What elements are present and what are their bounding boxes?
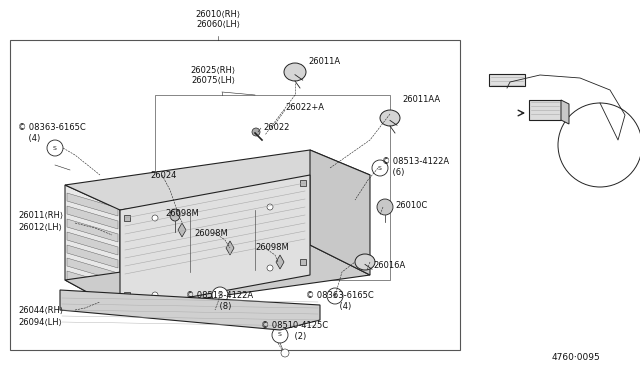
Polygon shape <box>65 245 370 310</box>
Text: (2): (2) <box>284 333 306 341</box>
Polygon shape <box>67 271 118 294</box>
Text: 26098M: 26098M <box>165 208 199 218</box>
Text: S: S <box>278 333 282 337</box>
Bar <box>489 74 525 86</box>
Bar <box>300 180 306 186</box>
Circle shape <box>152 215 158 221</box>
Text: (4): (4) <box>329 302 351 311</box>
Polygon shape <box>226 241 234 255</box>
Bar <box>529 100 561 120</box>
Polygon shape <box>67 232 118 255</box>
Text: 26011A: 26011A <box>308 58 340 67</box>
Circle shape <box>267 204 273 210</box>
Text: 26011⟨RH⟩: 26011⟨RH⟩ <box>18 211 63 219</box>
Polygon shape <box>67 206 118 229</box>
Text: 4760⋅0095: 4760⋅0095 <box>551 353 600 362</box>
Text: (6): (6) <box>382 169 404 177</box>
Circle shape <box>252 128 260 136</box>
Polygon shape <box>561 100 569 124</box>
Polygon shape <box>65 150 370 210</box>
Text: 26060⟨LH⟩: 26060⟨LH⟩ <box>196 19 240 29</box>
Circle shape <box>267 265 273 271</box>
Bar <box>10 40 460 350</box>
Circle shape <box>47 140 63 156</box>
Polygon shape <box>67 258 118 281</box>
Text: 26010⟨RH⟩: 26010⟨RH⟩ <box>195 10 241 19</box>
Circle shape <box>372 160 388 176</box>
Bar <box>155 95 390 280</box>
Polygon shape <box>60 290 320 330</box>
Ellipse shape <box>355 254 375 270</box>
Polygon shape <box>120 175 310 310</box>
Text: S: S <box>218 292 222 298</box>
Circle shape <box>327 288 343 304</box>
Text: 26094⟨LH⟩: 26094⟨LH⟩ <box>18 317 62 327</box>
Circle shape <box>152 292 158 298</box>
Text: S: S <box>53 145 57 151</box>
Text: (4): (4) <box>18 135 40 144</box>
Text: 26022: 26022 <box>263 122 289 131</box>
Text: 26016A: 26016A <box>373 260 405 269</box>
Text: 26044⟨RH⟩: 26044⟨RH⟩ <box>18 305 63 314</box>
Ellipse shape <box>380 110 400 126</box>
Text: 26024: 26024 <box>150 170 177 180</box>
Text: 26010C: 26010C <box>395 201 428 209</box>
Polygon shape <box>67 245 118 268</box>
Polygon shape <box>67 219 118 242</box>
Ellipse shape <box>284 63 306 81</box>
Text: (8): (8) <box>209 302 231 311</box>
Text: 26098M: 26098M <box>194 228 228 237</box>
Ellipse shape <box>170 209 180 221</box>
Polygon shape <box>276 255 284 269</box>
Bar <box>124 292 130 298</box>
Circle shape <box>377 199 393 215</box>
Polygon shape <box>65 185 120 310</box>
Text: © 08363-6165C: © 08363-6165C <box>18 124 86 132</box>
Text: 26022+A: 26022+A <box>285 103 324 112</box>
Polygon shape <box>310 150 370 275</box>
Text: 26075⟨LH⟩: 26075⟨LH⟩ <box>191 76 235 84</box>
Bar <box>300 259 306 265</box>
Text: 26012⟨LH⟩: 26012⟨LH⟩ <box>18 222 62 231</box>
Polygon shape <box>67 193 118 216</box>
Text: © 08510-4125C: © 08510-4125C <box>261 321 328 330</box>
Circle shape <box>281 349 289 357</box>
Circle shape <box>272 327 288 343</box>
Text: © 08363-6165C: © 08363-6165C <box>306 291 374 299</box>
Text: S: S <box>378 166 382 170</box>
Text: 26011AA: 26011AA <box>402 96 440 105</box>
Circle shape <box>212 287 228 303</box>
Bar <box>124 215 130 221</box>
Text: 26025⟨RH⟩: 26025⟨RH⟩ <box>191 65 236 74</box>
Text: S: S <box>333 294 337 298</box>
Text: 26098M: 26098M <box>255 244 289 253</box>
Text: © 08513-4122A: © 08513-4122A <box>382 157 449 167</box>
Text: © 08513-4122A: © 08513-4122A <box>186 291 253 299</box>
Polygon shape <box>178 223 186 237</box>
